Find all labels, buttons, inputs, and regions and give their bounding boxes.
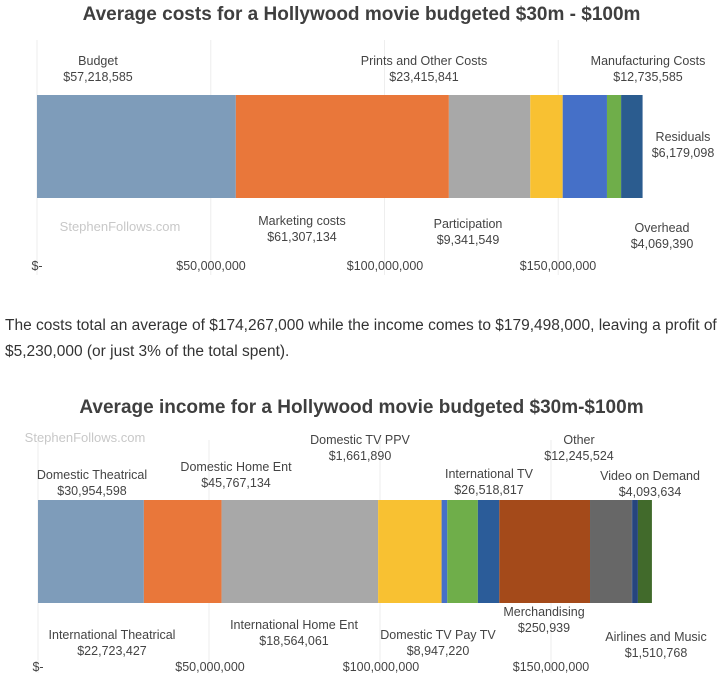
chart2-segment-international-tv xyxy=(499,500,591,603)
chart2-segment-international-home-ent xyxy=(378,500,442,603)
label-international-home-ent: International Home Ent $18,564,061 xyxy=(230,618,358,648)
chart2-segment-domestic-tv-ppv xyxy=(441,500,448,603)
chart2-title: Average income for a Hollywood movie bud… xyxy=(79,397,644,418)
chart1-segment-residuals xyxy=(621,95,643,198)
chart1-segment-manufacturing-costs xyxy=(562,95,607,198)
label-manufacturing: Manufacturing Costs $12,735,585 xyxy=(590,54,706,84)
chart1-tick-50m: $50,000,000 xyxy=(176,259,246,273)
label-international-theatrical: International Theatrical $22,723,427 xyxy=(48,628,176,658)
chart1-watermark: StephenFollows.com xyxy=(59,219,181,234)
chart2-segment-video-on-demand xyxy=(637,500,652,603)
chart2-tick-0: $- xyxy=(32,660,44,674)
chart1-segment-budget xyxy=(37,95,236,198)
label-prints: Prints and Other Costs $23,415,841 xyxy=(360,54,488,84)
chart2-segment-merchandising xyxy=(631,500,633,603)
chart1-tick-150m: $150,000,000 xyxy=(519,259,597,273)
chart1-segment-prints-and-other-costs xyxy=(448,95,531,198)
label-merchandising: Merchandising $250,939 xyxy=(503,605,585,635)
chart1-segment-participation xyxy=(530,95,563,198)
chart2-segment-airlines-and-music xyxy=(632,500,638,603)
label-overhead: Overhead $4,069,390 xyxy=(630,221,694,251)
summary-paragraph: The costs total an average of $174,267,0… xyxy=(5,317,717,360)
label-airlines-music: Airlines and Music $1,510,768 xyxy=(605,630,707,660)
chart2-segment-international-theatrical xyxy=(143,500,222,603)
label-video-on-demand: Video on Demand $4,093,634 xyxy=(600,469,700,499)
chart1-segment-overhead xyxy=(606,95,622,198)
label-participation: Participation $9,341,549 xyxy=(433,217,503,247)
chart2-tick-100m: $100,000,000 xyxy=(342,660,420,674)
label-domestic-home-ent: Domestic Home Ent $45,767,134 xyxy=(180,460,292,490)
label-domestic-theatrical: Domestic Theatrical $30,954,598 xyxy=(36,468,148,498)
chart2-tick-150m: $150,000,000 xyxy=(512,660,590,674)
label-international-tv: International TV $26,518,817 xyxy=(444,467,534,497)
label-domestic-tv-pay-tv: Domestic TV Pay TV $8,947,220 xyxy=(380,628,496,658)
label-other: Other $12,245,524 xyxy=(544,433,614,463)
chart2-watermark: StephenFollows.com xyxy=(24,430,146,445)
label-residuals: Residuals $6,179,098 xyxy=(651,130,715,160)
chart2-segment-domestic-theatrical xyxy=(38,500,144,603)
chart1-tick-100m: $100,000,000 xyxy=(346,259,424,273)
chart1-tick-0: $- xyxy=(31,259,43,273)
chart1-segment-marketing-costs xyxy=(235,95,449,198)
chart2-segment-domestic-tv-pay-tv xyxy=(447,500,478,603)
chart2-segment-unlabeled xyxy=(477,500,500,603)
chart2-segment-other xyxy=(590,500,632,603)
chart1-title: Average costs for a Hollywood movie budg… xyxy=(82,4,641,25)
chart2-segment-domestic-home-ent xyxy=(221,500,379,603)
label-budget: Budget $57,218,585 xyxy=(63,54,133,84)
label-marketing: Marketing costs $61,307,134 xyxy=(258,214,346,244)
label-domestic-tv-ppv: Domestic TV PPV $1,661,890 xyxy=(310,433,410,463)
chart2-tick-50m: $50,000,000 xyxy=(175,660,245,674)
